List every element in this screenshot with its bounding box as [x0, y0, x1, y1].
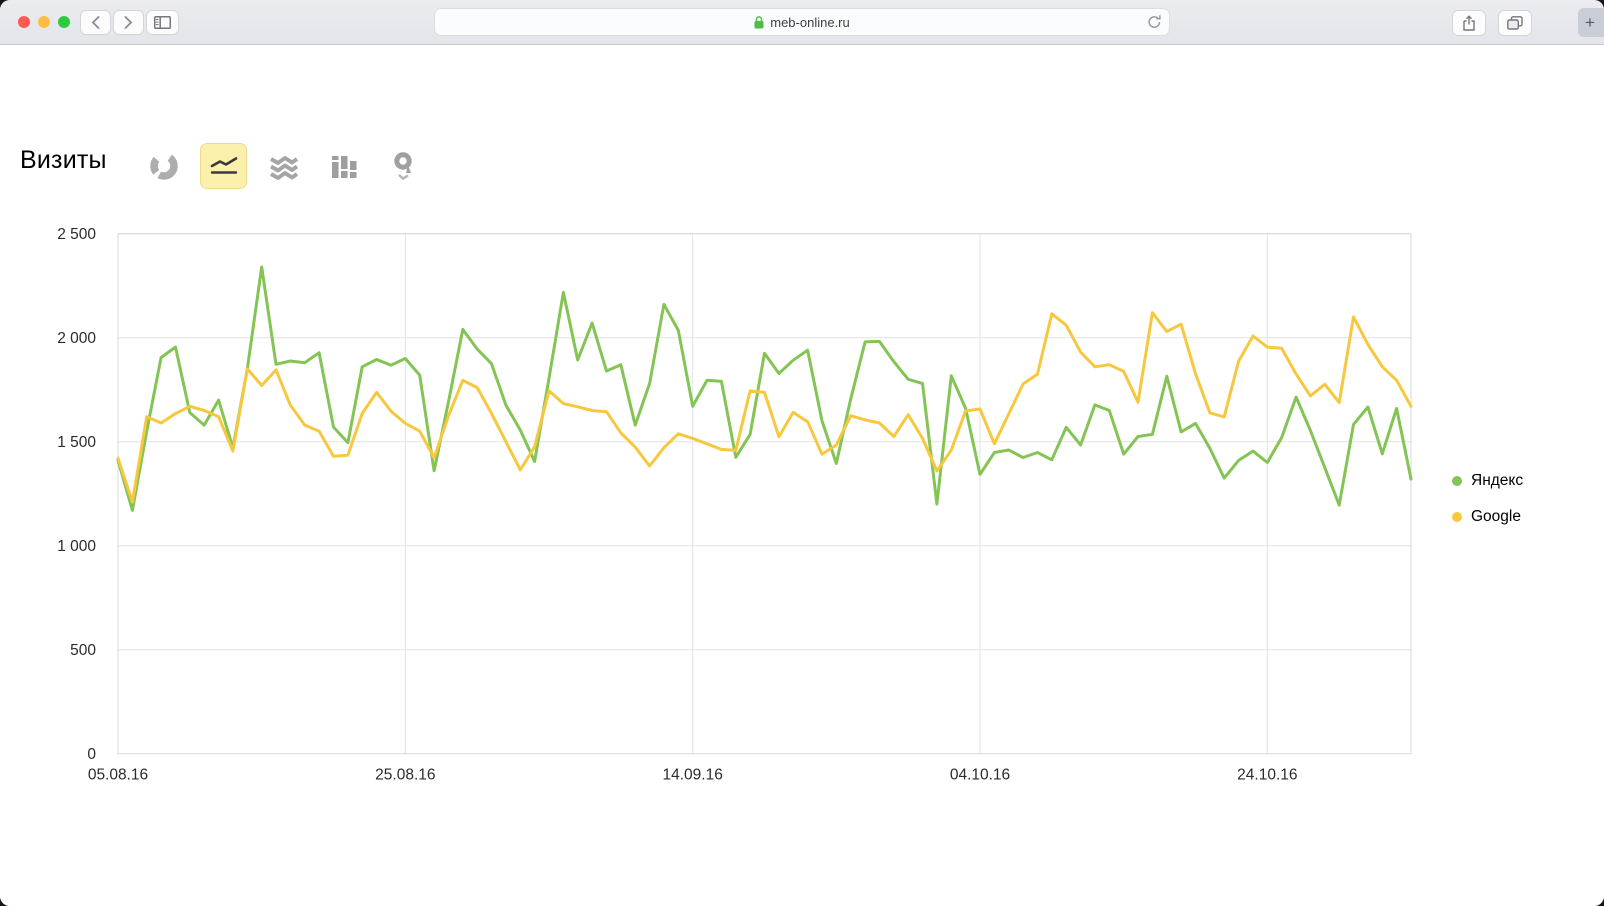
- sidebar-toggle-button[interactable]: [146, 10, 179, 35]
- browser-toolbar: meb-online.ru +: [0, 0, 1604, 45]
- stacked-area-icon: [269, 156, 298, 180]
- chart-type-line-button[interactable]: [200, 143, 247, 189]
- chart-type-map-button[interactable]: [380, 143, 427, 189]
- legend-label: Google: [1471, 508, 1521, 525]
- legend-label: Яндекс: [1471, 472, 1524, 489]
- url-text: meb-online.ru: [770, 14, 850, 30]
- y-axis-tick-label: 500: [70, 642, 96, 659]
- chart-type-stacked-area-button[interactable]: [260, 143, 307, 189]
- close-window-button[interactable]: [18, 16, 30, 28]
- chart-type-switcher: [140, 141, 427, 191]
- minimize-window-button[interactable]: [38, 16, 50, 28]
- chart-legend: Яндекс Google: [1452, 472, 1523, 544]
- back-chevron-icon: [91, 16, 100, 29]
- share-icon: [1463, 15, 1475, 31]
- zoom-window-button[interactable]: [58, 16, 70, 28]
- y-axis-tick-label: 2 500: [57, 226, 96, 243]
- back-button[interactable]: [80, 10, 111, 35]
- new-tab-button[interactable]: +: [1578, 8, 1604, 37]
- y-axis-tick-label: 0: [87, 746, 96, 763]
- map-pin-icon: [393, 152, 412, 180]
- x-axis-tick-label: 05.08.16: [88, 767, 148, 784]
- plot-border: [117, 233, 1412, 755]
- pie-chart-icon: [149, 152, 178, 180]
- https-lock-icon: [754, 15, 764, 29]
- legend-dot-icon: [1452, 512, 1462, 522]
- forward-chevron-icon: [124, 16, 133, 29]
- chart-type-columns-button[interactable]: [320, 143, 367, 189]
- y-axis-tick-label: 1 000: [57, 538, 96, 555]
- y-axis-tick-label: 2 000: [57, 330, 96, 347]
- y-axis-tick-label: 1 500: [57, 434, 96, 451]
- reload-button[interactable]: [1147, 14, 1162, 33]
- x-axis-tick-label: 24.10.16: [1237, 767, 1297, 784]
- tabs-icon: [1507, 16, 1523, 30]
- series-line-Яндекс[interactable]: [116, 265, 1413, 512]
- visits-line-chart[interactable]: 0 500 1 000 1 500 2 000 2 500 05.08.16 25.08.16…: [0, 45, 1604, 906]
- x-axis-tick-label: 14.09.16: [662, 767, 722, 784]
- sidebar-icon: [154, 16, 171, 29]
- series-line-Google[interactable]: [116, 311, 1413, 504]
- x-axis-tick-label: 04.10.16: [950, 767, 1010, 784]
- line-chart-icon: [210, 157, 237, 174]
- forward-button[interactable]: [113, 10, 144, 35]
- legend-dot-icon: [1452, 476, 1462, 486]
- chart-type-pie-button[interactable]: [140, 143, 187, 189]
- legend-item-Google[interactable]: Google: [1452, 508, 1523, 526]
- address-bar[interactable]: meb-online.ru: [434, 8, 1170, 36]
- bar-chart-icon: [331, 156, 356, 178]
- tabs-overview-button[interactable]: [1498, 10, 1532, 36]
- x-axis-tick-label: 25.08.16: [375, 767, 435, 784]
- plus-icon: +: [1585, 12, 1595, 32]
- page-title: Визиты: [20, 146, 107, 174]
- traffic-lights: [18, 16, 70, 28]
- metrica-report-page: Визиты: [0, 45, 1604, 906]
- legend-item-Яндекс[interactable]: Яндекс: [1452, 472, 1523, 490]
- share-button[interactable]: [1452, 10, 1486, 36]
